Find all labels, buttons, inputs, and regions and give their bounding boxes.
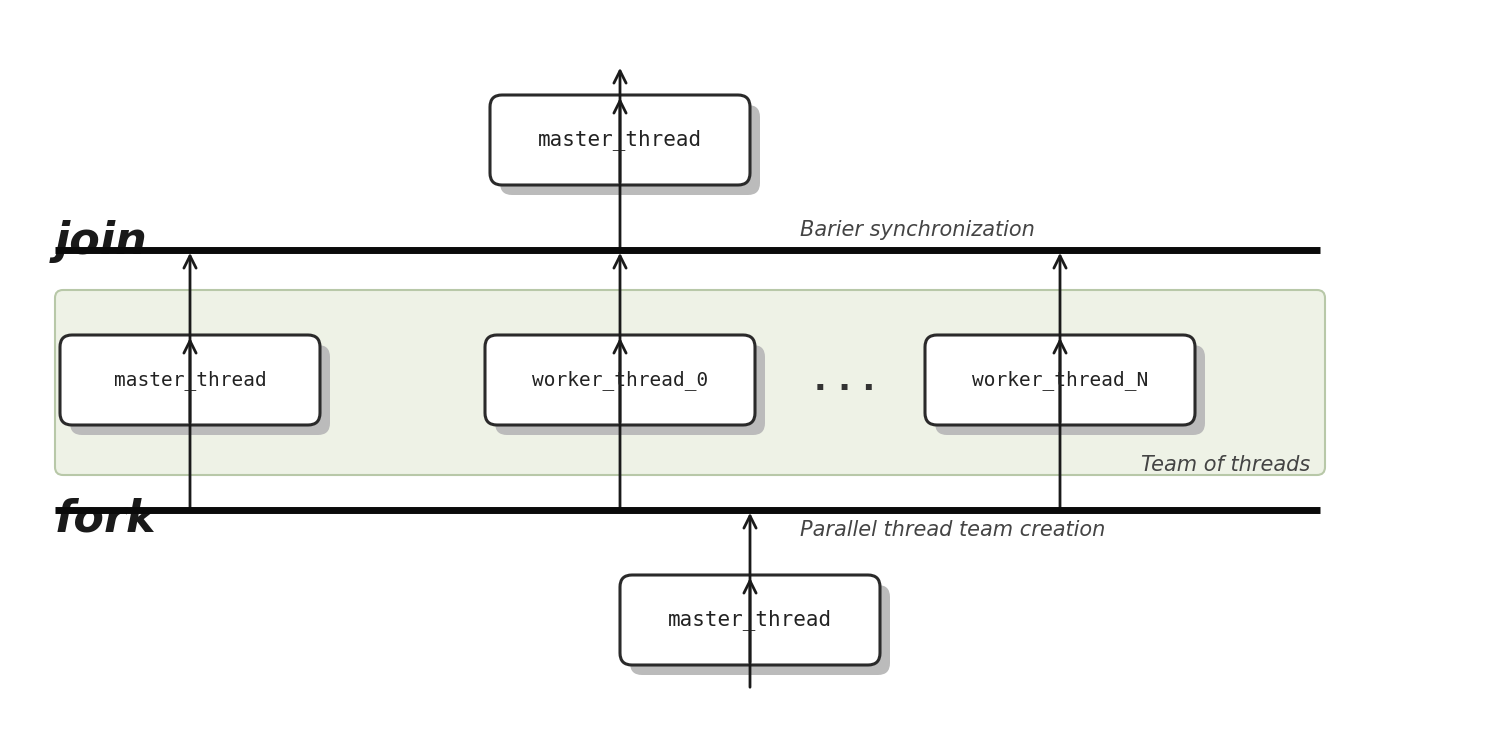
Text: . . .: . . .	[815, 363, 876, 396]
Text: master_thread: master_thread	[538, 130, 702, 150]
FancyBboxPatch shape	[60, 335, 320, 425]
FancyBboxPatch shape	[500, 105, 760, 195]
Text: Barier synchronization: Barier synchronization	[800, 220, 1035, 240]
FancyBboxPatch shape	[630, 585, 890, 675]
Text: worker_thread_0: worker_thread_0	[532, 370, 708, 390]
FancyBboxPatch shape	[484, 335, 754, 425]
Text: fork: fork	[56, 497, 156, 540]
Text: master_thread: master_thread	[114, 370, 267, 390]
Text: worker_thread_N: worker_thread_N	[972, 370, 1148, 390]
FancyBboxPatch shape	[926, 335, 1196, 425]
Text: join: join	[56, 220, 147, 263]
FancyBboxPatch shape	[620, 575, 880, 665]
FancyBboxPatch shape	[70, 345, 330, 435]
Text: Parallel thread team creation: Parallel thread team creation	[800, 520, 1106, 540]
Text: master_thread: master_thread	[668, 609, 832, 630]
FancyBboxPatch shape	[56, 290, 1324, 475]
Text: Team of threads: Team of threads	[1140, 455, 1310, 475]
FancyBboxPatch shape	[490, 95, 750, 185]
FancyBboxPatch shape	[495, 345, 765, 435]
FancyBboxPatch shape	[934, 345, 1204, 435]
